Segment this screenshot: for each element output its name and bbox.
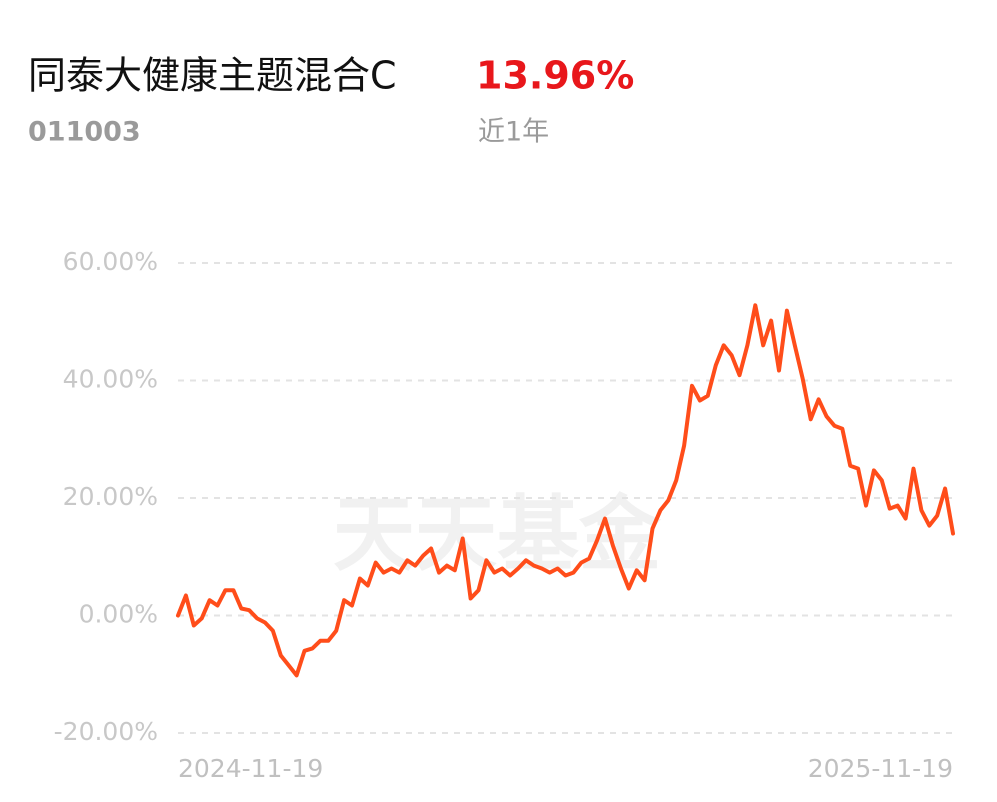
period-label: 近1年 bbox=[478, 117, 549, 148]
y-tick-label: 40.00% bbox=[63, 365, 158, 394]
fund-line bbox=[176, 303, 955, 678]
y-tick-label: 20.00% bbox=[63, 482, 158, 511]
fund-return: 13.96% bbox=[476, 54, 634, 98]
fund-code: 011003 bbox=[28, 117, 141, 148]
x-tick-label: 2025-11-19 bbox=[808, 754, 953, 783]
y-tick-label: 0.00% bbox=[79, 600, 158, 629]
x-tick-label: 2024-11-19 bbox=[178, 754, 323, 783]
y-tick-label: -20.00% bbox=[54, 717, 158, 746]
watermark: 天天基金 bbox=[333, 487, 662, 582]
fund-title: 同泰大健康主题混合C bbox=[28, 54, 397, 98]
y-tick-label: 60.00% bbox=[63, 247, 158, 276]
